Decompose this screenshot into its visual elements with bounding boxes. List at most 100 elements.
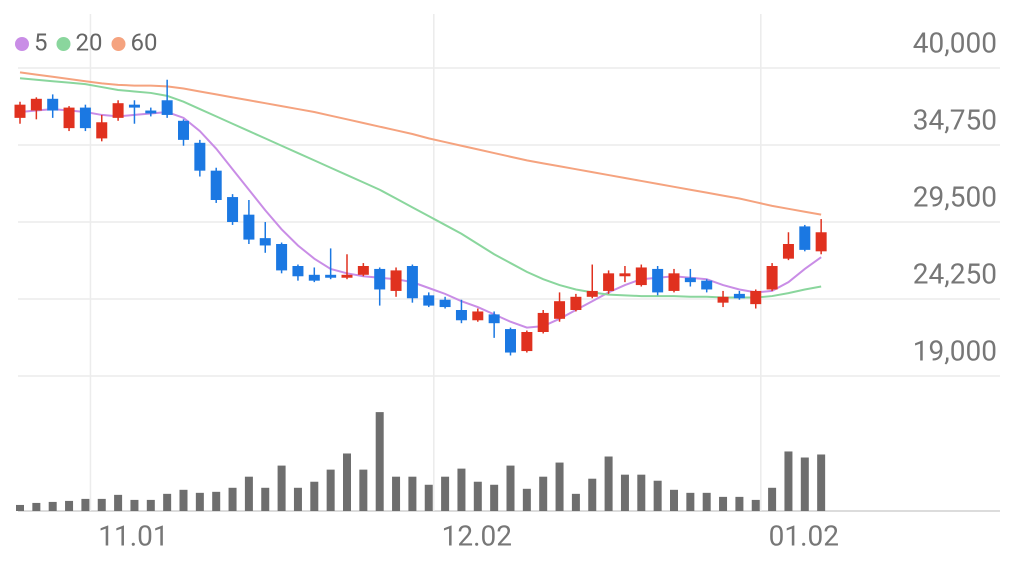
candle-body: [619, 273, 631, 277]
volume-bar: [702, 492, 711, 511]
volume-bar: [719, 496, 728, 511]
candle-body: [406, 266, 418, 299]
candle-body: [439, 299, 451, 308]
volume-bar: [32, 502, 41, 511]
candle-body: [128, 104, 140, 108]
x-tick-label: 12.02: [442, 519, 512, 552]
volume-bar: [555, 462, 564, 511]
candle-body: [701, 280, 713, 290]
volume-bar: [637, 474, 646, 511]
x-tick-label: 01.02: [769, 519, 839, 552]
volume-bar: [48, 501, 57, 511]
y-tick-label: 40,000: [913, 26, 997, 59]
candle-body: [488, 314, 500, 324]
candle-body: [112, 103, 124, 118]
ma-line: [19, 71, 822, 216]
candle-body: [668, 273, 680, 291]
legend-marker: [111, 37, 126, 51]
candle-body: [325, 274, 337, 278]
volume-bar: [539, 476, 548, 511]
volume-bar: [310, 481, 319, 511]
legend-label: 20: [76, 28, 103, 56]
volume-bar: [130, 499, 139, 511]
volume-bar: [65, 500, 74, 511]
candle-body: [243, 214, 255, 240]
candle-body: [505, 329, 516, 353]
volume-bar: [686, 492, 695, 511]
candle-body: [455, 310, 467, 321]
volume-bar: [293, 487, 302, 511]
candle-body: [750, 290, 762, 305]
candle-body: [799, 226, 811, 250]
volume-bar: [212, 491, 221, 511]
candle-body: [570, 296, 582, 310]
volume-bar: [784, 451, 793, 511]
candle-body: [603, 273, 615, 291]
y-tick-label: 34,750: [913, 103, 997, 136]
candle-body: [390, 270, 402, 291]
y-tick-label: 19,000: [913, 334, 997, 367]
candle-body: [684, 277, 696, 283]
volume-bar: [244, 476, 253, 511]
volume-bar: [670, 489, 678, 511]
candle-body: [635, 267, 647, 286]
volume-bar: [228, 487, 237, 511]
volume-bar: [817, 454, 826, 511]
candle-body: [554, 301, 566, 319]
candle-body: [96, 122, 108, 139]
candle-body: [652, 268, 664, 293]
volume-bar: [408, 476, 417, 511]
candle-body: [145, 110, 157, 114]
volume-bar: [375, 412, 384, 511]
candle-body: [276, 244, 288, 271]
candle-body: [79, 107, 91, 129]
y-tick-label: 29,500: [913, 180, 997, 213]
legend: 5 20 60: [15, 28, 157, 56]
volume-bar: [326, 469, 335, 511]
volume-bar: [16, 504, 24, 511]
volume-bar: [261, 487, 270, 511]
ma-line: [19, 108, 822, 329]
volume-bar: [768, 487, 777, 511]
volume-bar: [277, 465, 286, 511]
candle-body: [733, 293, 745, 299]
candle-body: [782, 244, 794, 259]
volume-bar: [522, 488, 531, 511]
legend-marker: [56, 37, 71, 51]
volume-bar: [457, 468, 466, 511]
candle-body: [341, 274, 353, 278]
volume-bar: [392, 476, 401, 511]
candle-body: [766, 266, 778, 290]
legend-label: 5: [34, 28, 48, 56]
volume-bar: [179, 489, 188, 511]
candle-body: [47, 98, 59, 111]
candle-body: [472, 311, 484, 321]
x-tick-label: 11.01: [98, 519, 168, 552]
candle-body: [357, 266, 369, 275]
candle-body: [815, 232, 827, 252]
volume-bar: [359, 469, 368, 511]
candle-body: [259, 238, 271, 246]
candle-body: [178, 120, 189, 140]
volume-bar: [571, 493, 580, 511]
volume-bar: [604, 456, 613, 511]
legend-label: 60: [130, 28, 157, 56]
candle-body: [521, 332, 533, 352]
volume-bar: [751, 499, 760, 511]
volume-bar: [588, 478, 597, 511]
volume-bar: [424, 484, 433, 511]
volume-bar: [343, 453, 351, 511]
candle-body: [210, 170, 222, 200]
volume-bar: [163, 493, 172, 511]
legend-marker: [15, 37, 29, 51]
candle-body: [308, 274, 320, 281]
volume-bar: [114, 494, 123, 511]
volume-bar: [97, 498, 106, 511]
volume-bar: [441, 476, 450, 511]
candle-body: [161, 100, 173, 115]
volume-bar: [653, 480, 662, 511]
candle-body: [227, 197, 239, 222]
candle-body: [194, 142, 206, 171]
candle-body: [423, 295, 435, 306]
